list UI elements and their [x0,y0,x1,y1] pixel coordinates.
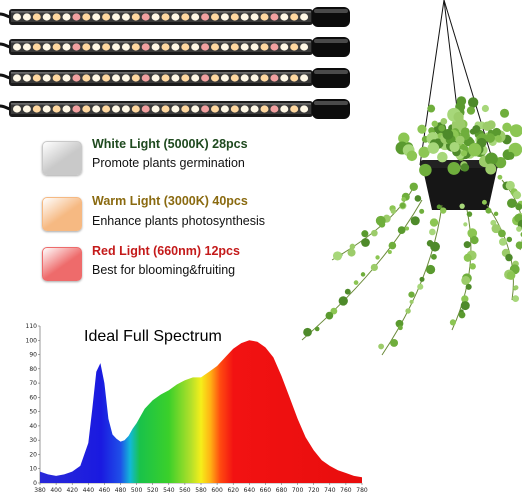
legend-desc-warm: Enhance plants photosynthesis [92,214,266,228]
x-tick-label: 700 [292,487,304,494]
x-tick-label: 380 [34,487,46,494]
legend-desc-red: Best for blooming&fruiting [92,263,236,277]
x-tick-label: 420 [66,487,78,494]
y-tick-label: 80 [29,366,37,373]
legend-title-warm: Warm Light (3000K) 40pcs [92,194,248,208]
x-tick-label: 460 [99,487,111,494]
y-tick-label: 100 [26,337,38,344]
y-tick-label: 40 [29,423,37,430]
warm-led-icon [42,197,82,231]
led-strip-bar-1 [0,7,350,27]
x-tick-label: 640 [244,487,256,494]
y-tick-label: 90 [29,352,37,359]
y-tick-label: 0 [33,480,37,487]
led-strip-bar-4 [0,99,350,119]
x-tick-label: 520 [147,487,159,494]
x-tick-label: 600 [211,487,223,494]
x-tick-label: 480 [115,487,127,494]
legend-title-white: White Light (5000K) 28pcs [92,137,248,151]
y-tick-label: 60 [29,394,37,401]
spectrum-chart: 380 400 420 440 460 480 500 520 540 560 580 600 620 6… [26,323,368,494]
y-tick-label: 10 [29,466,37,473]
y-tick-label: 110 [26,323,38,330]
chart-title: Ideal Full Spectrum [84,328,222,345]
x-tick-label: 580 [195,487,207,494]
y-tick-label: 70 [29,380,37,387]
legend-desc-white: Promote plants germination [92,156,245,170]
led-strip-bar-2 [0,37,350,57]
red-led-icon [42,247,82,281]
x-tick-label: 400 [50,487,62,494]
hanging-plant-image [301,0,522,356]
x-tick-label: 780 [356,487,368,494]
y-tick-label: 30 [29,437,37,444]
x-tick-label: 620 [227,487,239,494]
led-strip-bar-3 [0,68,350,88]
x-tick-label: 740 [324,487,336,494]
x-tick-label: 680 [276,487,288,494]
x-tick-label: 660 [260,487,272,494]
y-tick-label: 50 [29,409,37,416]
y-tick-label: 20 [29,451,37,458]
x-tick-label: 540 [163,487,175,494]
legend-title-red: Red Light (660nm) 12pcs [92,244,240,258]
x-tick-label: 760 [340,487,352,494]
x-tick-label: 440 [83,487,95,494]
spectrum-area [40,340,362,483]
x-tick-label: 560 [179,487,191,494]
x-tick-label: 720 [308,487,320,494]
x-tick-label: 500 [131,487,143,494]
white-led-icon [42,141,82,175]
